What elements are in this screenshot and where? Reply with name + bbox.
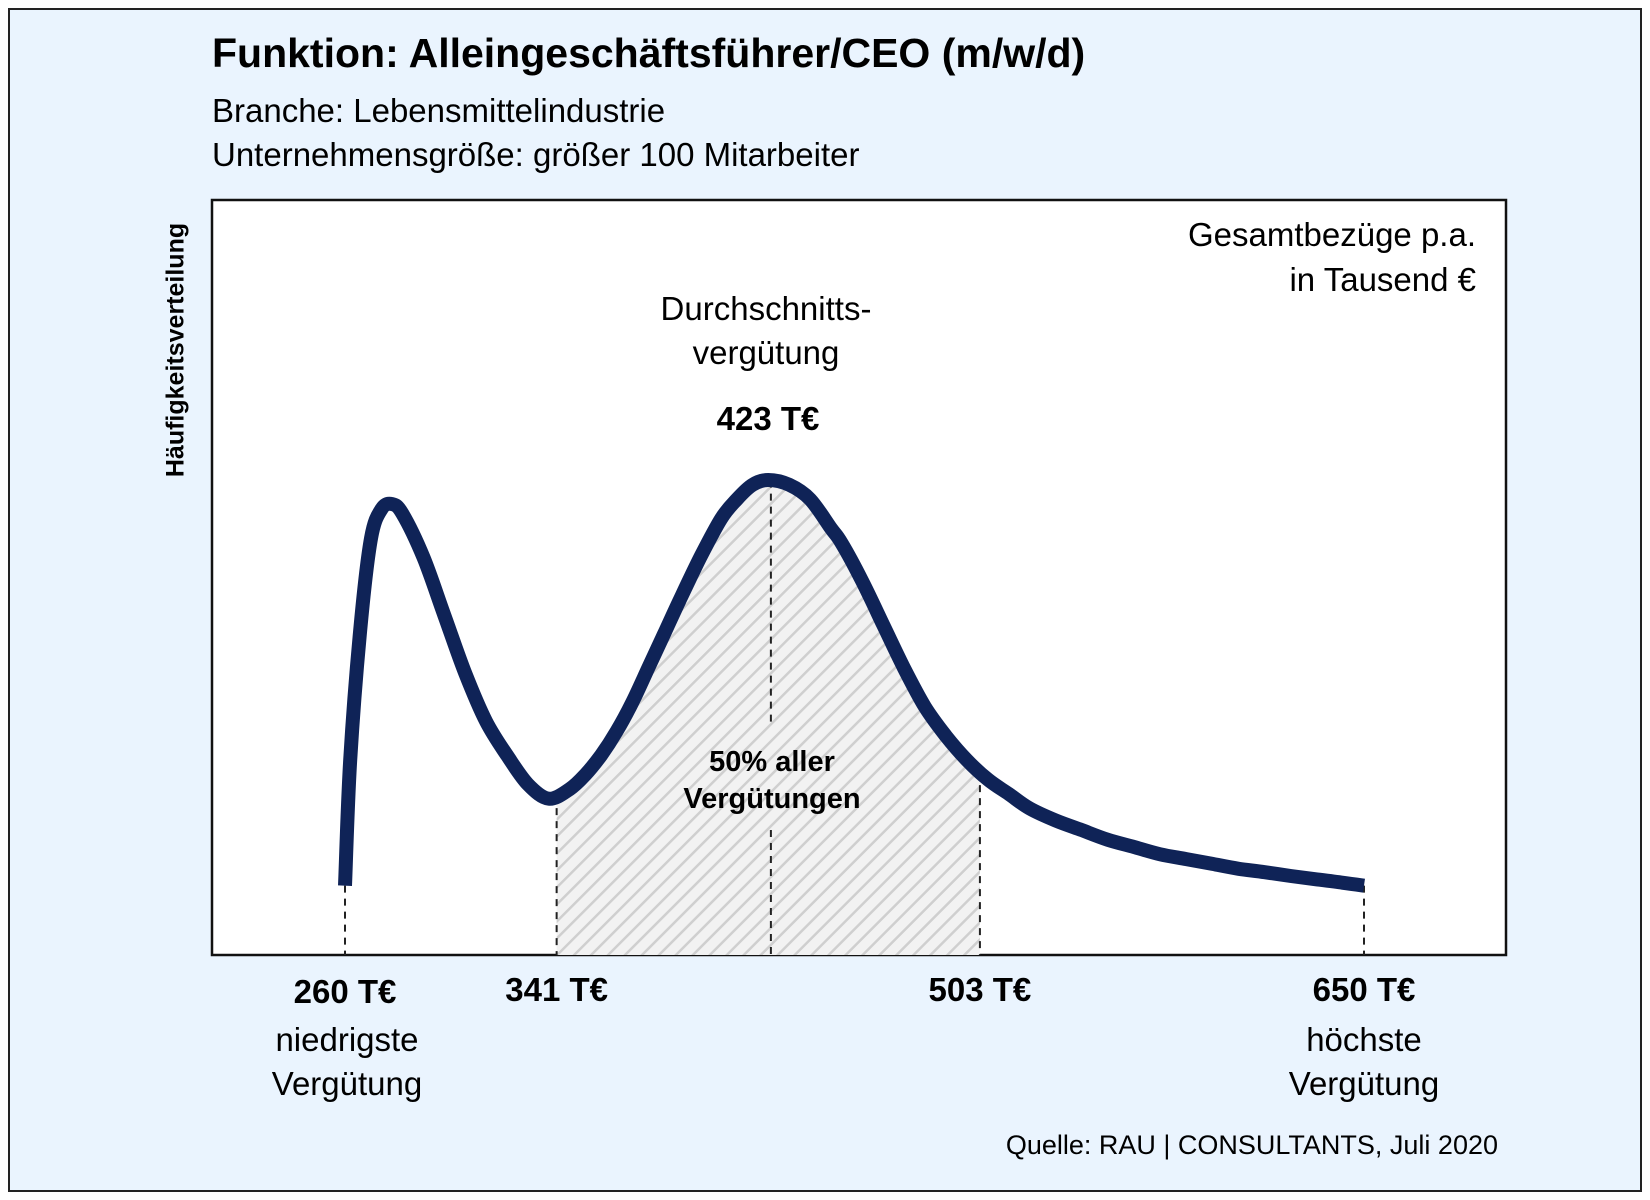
x-caption-260-line-1: niedrigste <box>275 1021 418 1058</box>
x-caption-650-line-2: Vergütung <box>1289 1065 1439 1102</box>
x-label-341: 341 T€ <box>505 971 608 1008</box>
x-caption-260-line-2: Vergütung <box>272 1065 422 1102</box>
shaded-label-line-1: 50% aller <box>709 746 835 778</box>
shaded-label-line-2: Vergütungen <box>683 783 860 815</box>
shaded-area-50-percent <box>556 480 980 955</box>
average-label-line-2: vergütung <box>693 334 840 371</box>
source-note: Quelle: RAU | CONSULTANTS, Juli 2020 <box>1005 1130 1498 1160</box>
unit-label-line-2: in Tausend € <box>1289 261 1476 298</box>
unit-label-line-1: Gesamtbezüge p.a. <box>1188 216 1476 253</box>
average-label-line-1: Durchschnitts- <box>661 290 872 327</box>
chart-title: Funktion: Alleingeschäftsführer/CEO (m/w… <box>212 30 1086 76</box>
subtitle-unternehmensgroesse: Unternehmensgröße: größer 100 Mitarbeite… <box>212 136 860 173</box>
x-caption-650-line-1: höchste <box>1306 1021 1422 1058</box>
subtitle-branche: Branche: Lebensmittelindustrie <box>212 92 666 129</box>
x-label-260: 260 T€ <box>294 973 397 1010</box>
x-label-650: 650 T€ <box>1313 971 1416 1008</box>
x-label-503: 503 T€ <box>929 971 1032 1008</box>
distribution-curve <box>338 473 1365 893</box>
average-value-label: 423 T€ <box>717 400 820 437</box>
